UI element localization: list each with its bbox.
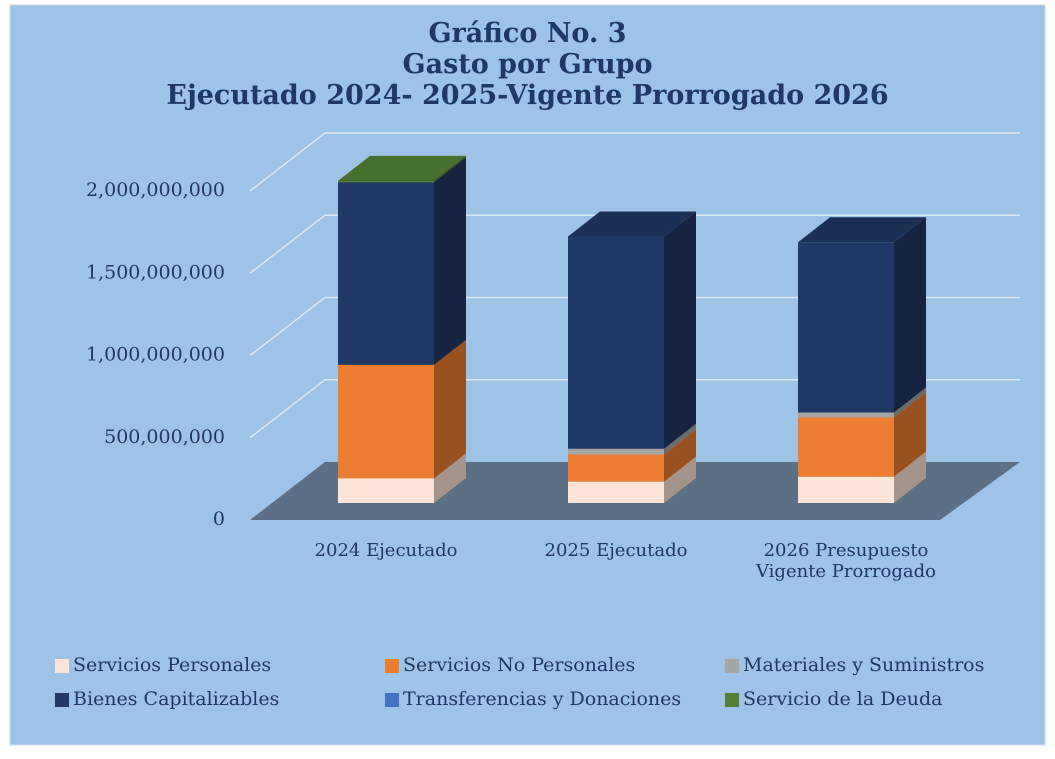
bar-side (664, 429, 696, 482)
grid-line (249, 132, 1020, 192)
legend-label: Servicio de la Deuda (743, 688, 942, 710)
legend-label: Servicios No Personales (403, 654, 635, 676)
legend-swatch (385, 659, 399, 673)
grid-line (249, 214, 1020, 274)
bar-top (568, 211, 696, 237)
y-tick-label: 1,500,000,000 (86, 261, 225, 283)
bar-side (434, 339, 466, 479)
legend-label: Transferencias y Donaciones (403, 688, 681, 710)
chart-title: Gráfico No. 3 Gasto por Grupo Ejecutado … (166, 18, 889, 111)
bar-front (798, 476, 894, 503)
bar-front (338, 182, 434, 365)
y-tick-label: 2,000,000,000 (86, 179, 225, 201)
y-tick-label: 0 (213, 508, 225, 530)
bar-side (664, 211, 696, 449)
bar-front (568, 448, 664, 455)
bar-segment (568, 211, 696, 449)
bar-side (894, 392, 926, 477)
bar-front (338, 180, 434, 183)
legend-swatch (55, 659, 69, 673)
x-tick-label: 2024 Ejecutado (314, 540, 458, 561)
bar-segment (798, 217, 926, 413)
bar-front (798, 242, 894, 413)
legend-label: Servicios Personales (73, 654, 271, 676)
bar-side (434, 453, 466, 503)
grid-line (249, 379, 1020, 439)
legend-label: Materiales y Suministros (743, 654, 984, 676)
bar-top (798, 217, 926, 243)
bar-segment (338, 155, 466, 183)
bar-side (434, 157, 466, 365)
legend-label: Bienes Capitalizables (73, 688, 279, 710)
y-tick-label: 1,000,000,000 (86, 344, 225, 366)
legend-swatch (385, 693, 399, 707)
bar-side (894, 217, 926, 413)
bar-top (338, 155, 466, 181)
bar-segment (338, 157, 466, 365)
bar-side (894, 387, 926, 418)
bar-front (568, 236, 664, 449)
x-tick-label: 2025 Ejecutado (544, 540, 688, 561)
bar-front (798, 417, 894, 477)
bar-front (338, 478, 434, 503)
bar-front (568, 454, 664, 482)
legend-swatch (55, 693, 69, 707)
bar-side (664, 456, 696, 503)
legend-swatch (725, 659, 739, 673)
bar-side (434, 155, 466, 183)
legend-swatch (725, 693, 739, 707)
bar-side (664, 423, 696, 455)
x-tick-label: 2026 Presupuesto Vigente Prorrogado (755, 540, 937, 582)
y-tick-label: 500,000,000 (104, 426, 225, 448)
bar-front (568, 481, 664, 503)
bar-front (338, 364, 434, 479)
bar-side (894, 451, 926, 503)
bar-front (798, 412, 894, 418)
grid-line (249, 296, 1020, 357)
